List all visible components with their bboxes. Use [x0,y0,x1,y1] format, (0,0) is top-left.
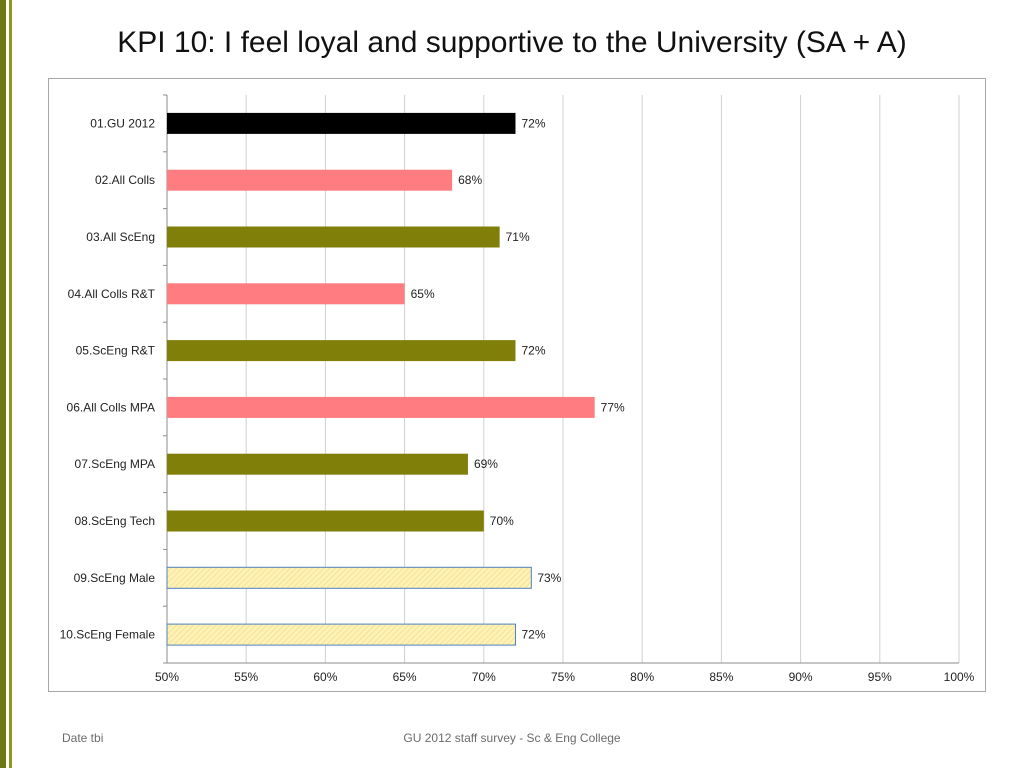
data-label: 68% [458,173,482,187]
category-label: 03.All ScEng [86,230,155,244]
slide-title: KPI 10: I feel loyal and supportive to t… [117,26,907,59]
data-label: 72% [521,116,545,130]
x-tick-label: 75% [551,670,575,684]
category-label: 06.All Colls MPA [67,400,155,414]
x-tick-label: 90% [789,670,813,684]
x-tick-label: 85% [709,670,733,684]
bar [167,283,405,305]
bar [167,453,468,475]
x-tick-label: 100% [944,670,975,684]
x-tick-label: 95% [868,670,892,684]
side-accent-bar-thin [9,0,12,768]
bar [167,396,595,418]
side-accent-bar [0,0,6,768]
category-label: 08.ScEng Tech [74,514,155,528]
data-label: 65% [411,287,435,301]
category-label: 04.All Colls R&T [68,287,156,301]
bar [167,226,500,248]
x-tick-label: 80% [630,670,654,684]
category-label: 01.GU 2012 [90,116,155,130]
bar [167,340,516,362]
x-tick-label: 70% [472,670,496,684]
data-label: 73% [537,571,561,585]
data-label: 77% [601,400,625,414]
footer-date: Date tbi [62,731,104,745]
x-tick-label: 65% [393,670,417,684]
bar [167,510,484,532]
category-label: 10.ScEng Female [60,628,156,642]
bar [167,112,516,134]
footer-caption: GU 2012 staff survey - Sc & Eng College [403,731,621,745]
category-label: 05.ScEng R&T [76,344,156,358]
category-label: 07.ScEng MPA [75,457,155,471]
data-label: 69% [474,457,498,471]
data-label: 70% [490,514,514,528]
bar-chart: 50% 55% 60% 65% 70% 75% 80% 85% 90% 95% 100% 01.GU … [60,94,975,684]
category-label: 02.All Colls [95,173,155,187]
category-label: 09.ScEng Male [74,571,156,585]
data-label: 71% [506,230,530,244]
bar [166,623,516,646]
data-label: 72% [521,628,545,642]
data-label: 72% [521,344,545,358]
x-tick-label: 50% [155,670,179,684]
bar [167,169,453,191]
chart-frame: 50% 55% 60% 65% 70% 75% 80% 85% 90% 95% 100% 01.GU … [48,78,986,692]
bar [166,566,532,589]
x-tick-label: 55% [234,670,258,684]
x-tick-label: 60% [313,670,337,684]
